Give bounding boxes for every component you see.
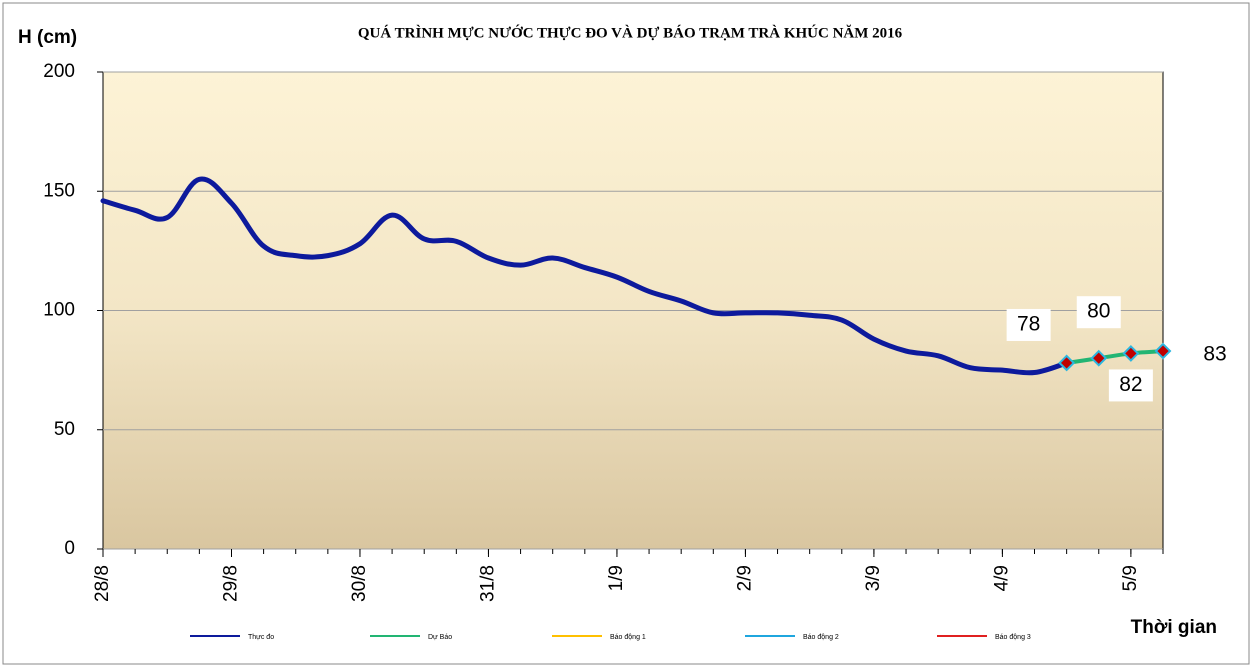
x-axis-label: Thời gian	[1131, 617, 1217, 638]
legend-label: Báo động 1	[610, 634, 646, 641]
y-tick-label: 100	[43, 300, 75, 321]
y-tick-label: 50	[54, 419, 75, 440]
x-tick-label: 5/9	[1120, 565, 1141, 591]
series-line	[1064, 349, 1165, 365]
y-tick-label: 150	[43, 180, 75, 201]
data-label-box	[1006, 308, 1051, 341]
legend-label: Báo động 3	[995, 634, 1031, 641]
x-tick-label: 28/8	[92, 565, 113, 602]
legend-label: Báo động 2	[803, 634, 839, 641]
marker	[1122, 345, 1140, 362]
marker	[1058, 354, 1076, 372]
y-axis-label: H (cm)	[18, 27, 77, 48]
y-tick-label: 200	[43, 61, 75, 82]
x-tick-label: 29/8	[221, 565, 242, 602]
data-label: 83	[1203, 343, 1226, 366]
chart-title: QUÁ TRÌNH MỰC NƯỚC THỰC ĐO VÀ DỰ BÁO TRẠ…	[358, 24, 903, 41]
x-tick-label: 3/9	[863, 565, 884, 591]
data-label-box	[1108, 369, 1153, 402]
data-label: 82	[1119, 373, 1142, 396]
marker	[1090, 349, 1108, 367]
marker	[1154, 342, 1172, 360]
x-tick-label: 1/9	[606, 565, 627, 591]
legend-label: Dự Báo	[428, 634, 452, 641]
data-label-box	[1193, 339, 1237, 372]
x-tick-label: 2/9	[734, 565, 755, 591]
x-tick-label: 30/8	[349, 565, 370, 602]
legend-label: Thực đo	[248, 634, 274, 641]
data-label: 78	[1017, 313, 1040, 336]
data-label: 80	[1087, 300, 1110, 323]
data-label-box	[1076, 296, 1121, 329]
series-line	[100, 176, 1070, 376]
y-tick-label: 0	[64, 538, 75, 559]
x-tick-label: 31/8	[477, 565, 498, 602]
x-tick-label: 4/9	[991, 565, 1012, 591]
